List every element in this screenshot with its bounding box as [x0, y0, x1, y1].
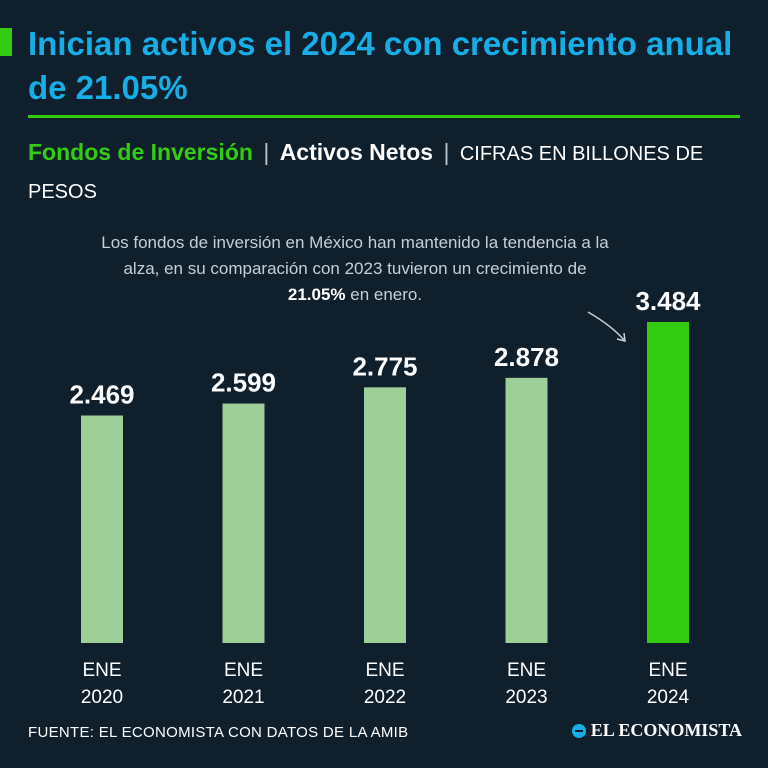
- annotation-text-before: Los fondos de inversión en México han ma…: [101, 233, 609, 278]
- category-label-2024-line1: ENE: [648, 660, 687, 681]
- value-label-2024: 3.484: [635, 286, 701, 316]
- category-label-2020-line2: 2020: [81, 687, 123, 708]
- subtitle-separator-1: |: [263, 139, 270, 165]
- title-accent-bar: [0, 28, 12, 56]
- value-label-2022: 2.775: [352, 351, 417, 381]
- brand-logo: EL ECONOMISTA: [571, 720, 742, 741]
- category-label-2024-line2: 2024: [647, 687, 690, 708]
- source-note: FUENTE: EL ECONOMISTA CON DATOS DE LA AM…: [28, 724, 409, 741]
- value-label-2021: 2.599: [211, 368, 276, 398]
- category-label-2021-line2: 2021: [222, 687, 264, 708]
- annotation-arrow: [587, 311, 625, 341]
- category-label-2023-line2: 2023: [505, 687, 547, 708]
- annotation-text-after: en enero.: [345, 285, 423, 304]
- annotation-highlight: 21.05%: [287, 285, 346, 304]
- category-label-2022-line1: ENE: [365, 660, 404, 681]
- chart-subtitle: Fondos de Inversión | Activos Netos | CI…: [28, 134, 728, 210]
- logo-icon: [571, 723, 586, 738]
- bar-2023: [505, 377, 548, 643]
- bar-2021: [222, 403, 265, 643]
- category-label-2021-line1: ENE: [224, 660, 263, 681]
- logo-text: EL ECONOMISTA: [590, 720, 742, 740]
- value-label-2023: 2.878: [494, 342, 559, 372]
- title-divider: [28, 115, 740, 118]
- chart-annotation: Los fondos de inversión en México han ma…: [100, 230, 610, 308]
- bar-2022: [364, 387, 406, 643]
- category-label-2020-line1: ENE: [82, 660, 121, 681]
- bar-2020: [81, 415, 123, 643]
- subtitle-fondos: Fondos de Inversión: [28, 139, 253, 165]
- subtitle-separator-2: |: [443, 139, 450, 165]
- value-label-2020: 2.469: [69, 380, 134, 410]
- category-label-2022-line2: 2022: [364, 687, 406, 708]
- subtitle-activos: Activos Netos: [279, 139, 434, 165]
- bars-group: 2.469 ENE 2020 2.599 ENE 2021 2.775 ENE 2022 2.87…: [69, 286, 701, 708]
- bar-2024: [647, 322, 689, 643]
- chart-title: Inician activos el 2024 con crecimiento …: [28, 25, 733, 106]
- subtitle-units: CIFRAS EN BILLONES DE PESOS: [28, 143, 704, 203]
- annotation-arrow-head: [616, 332, 626, 342]
- category-label-2023-line1: ENE: [507, 660, 546, 681]
